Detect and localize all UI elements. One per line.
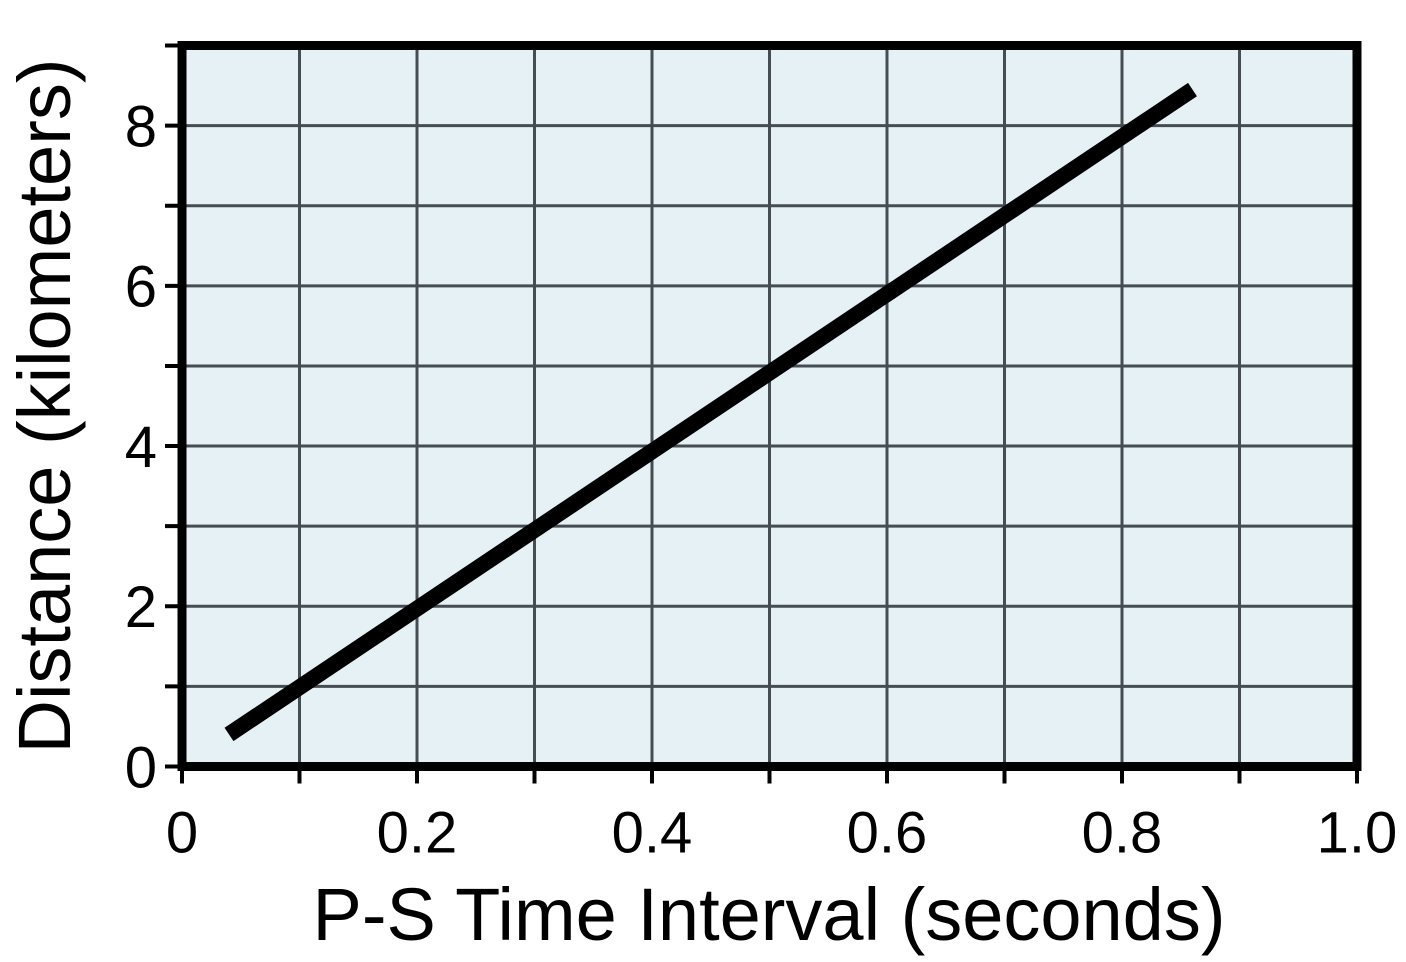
x-tick-label: 0.4 (612, 801, 693, 866)
x-tick-label: 0.8 (1082, 801, 1163, 866)
y-tick-label: 8 (125, 94, 157, 159)
y-tick-label: 2 (125, 575, 157, 640)
x-tick-label: 0.6 (847, 801, 928, 866)
distance-vs-ps-interval-line (224, 82, 1197, 742)
x-axis-title: P-S Time Interval (seconds) (313, 873, 1226, 956)
x-tick-label: 0.2 (377, 801, 458, 866)
chart-plot-group: 0 0.2 0.4 0.6 0.8 1.0 0 2 4 6 8 (125, 41, 1398, 866)
x-tick-label: 1.0 (1317, 801, 1398, 866)
x-tick-label: 0 (166, 801, 198, 866)
y-axis-title: Distance (kilometers) (3, 59, 86, 754)
y-tick-label: 4 (125, 415, 157, 480)
y-tick-label: 6 (125, 255, 157, 320)
y-tick-label: 0 (125, 735, 157, 800)
